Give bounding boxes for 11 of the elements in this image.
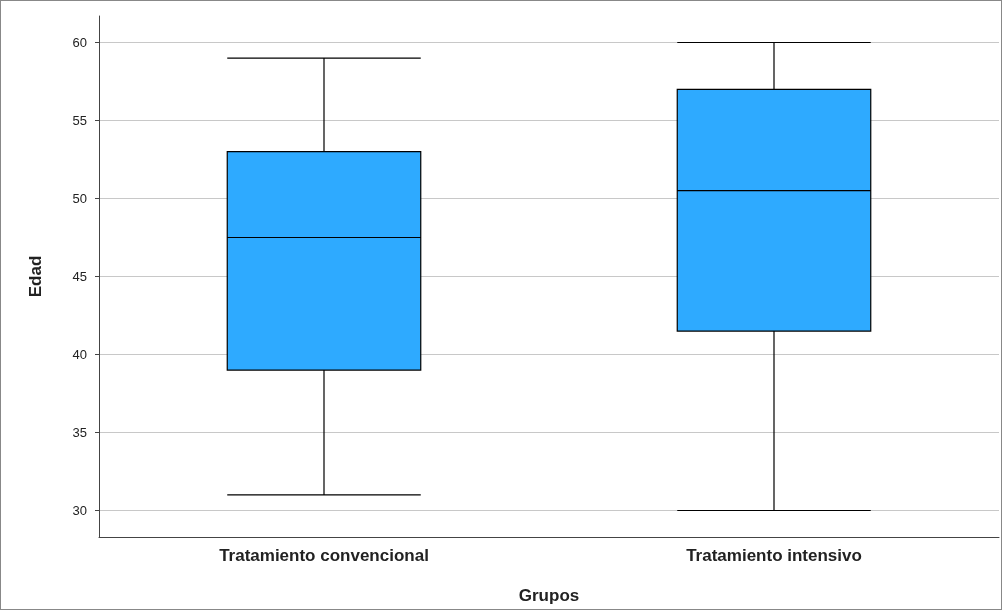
y-tick-label: 30 bbox=[72, 502, 87, 518]
y-tick-label: 35 bbox=[72, 424, 87, 440]
y-tick-label: 55 bbox=[72, 113, 87, 129]
y-tick-label: 50 bbox=[72, 191, 87, 207]
y-axis-title: Edad bbox=[26, 255, 45, 298]
x-axis-title: Grupos bbox=[518, 586, 580, 605]
y-tick-label: 60 bbox=[72, 35, 87, 51]
y-tick-label: 40 bbox=[72, 346, 87, 362]
y-tick-label: 45 bbox=[72, 269, 87, 284]
x-tick-label: Tratamiento intensivo bbox=[686, 546, 862, 565]
x-tick-label: Tratamiento convencional bbox=[219, 546, 429, 565]
